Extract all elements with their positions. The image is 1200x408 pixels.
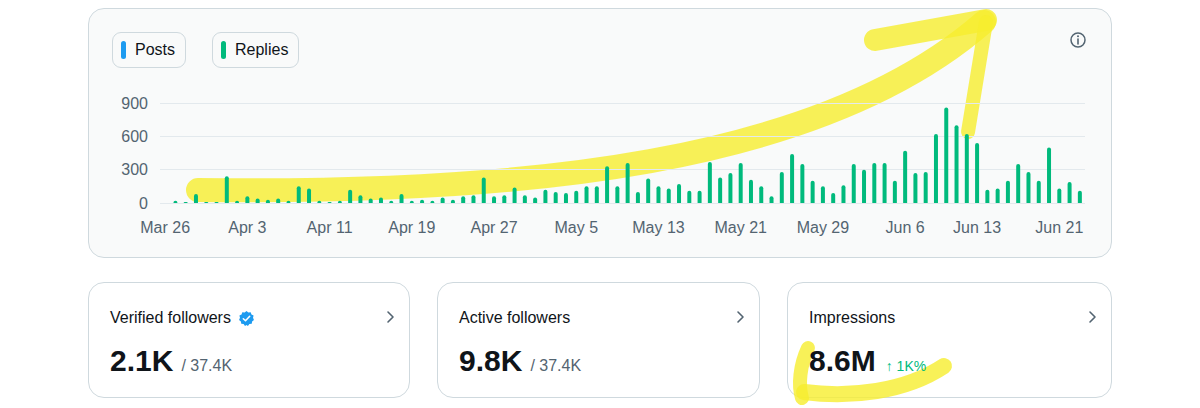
svg-text:Jun 6: Jun 6 — [886, 219, 925, 236]
svg-text:Apr 11: Apr 11 — [307, 219, 353, 236]
svg-text:May 13: May 13 — [632, 219, 685, 236]
svg-text:Apr 19: Apr 19 — [388, 219, 435, 236]
svg-text:Jun 13: Jun 13 — [953, 219, 1001, 236]
html-text:↑ 1K%: ↑ 1K% — [885, 358, 927, 374]
svg-text:Mar 26: Mar 26 — [140, 219, 190, 236]
svg-text:Jun 21: Jun 21 — [1035, 219, 1083, 236]
svg-text:900: 900 — [121, 95, 148, 112]
html-text:Active followers: Active followers — [459, 309, 571, 326]
svg-text:May 21: May 21 — [714, 219, 767, 236]
svg-text:May 29: May 29 — [797, 219, 850, 236]
html-text:Verified followers: Verified followers — [110, 309, 231, 326]
html-text:Impressions: Impressions — [809, 309, 896, 326]
svg-text:0: 0 — [139, 195, 148, 212]
svg-text:300: 300 — [121, 161, 148, 178]
html-text:Replies: Replies — [235, 41, 289, 58]
svg-text:Apr 3: Apr 3 — [228, 219, 266, 236]
svg-text:May 5: May 5 — [554, 219, 598, 236]
svg-text:Apr 27: Apr 27 — [470, 219, 517, 236]
html-text:8.6M: 8.6M — [809, 344, 876, 377]
html-text:2.1K / 37.4K: 2.1K / 37.4K — [110, 344, 233, 377]
svg-text:600: 600 — [121, 128, 148, 145]
html-text:9.8K / 37.4K: 9.8K / 37.4K — [459, 344, 582, 377]
html-text:Posts: Posts — [135, 41, 175, 58]
